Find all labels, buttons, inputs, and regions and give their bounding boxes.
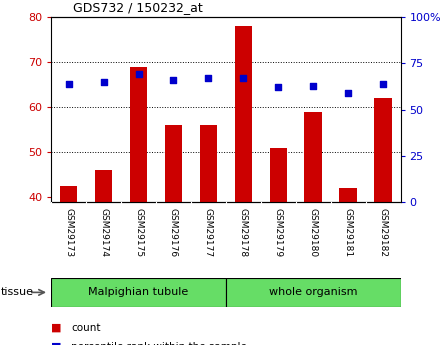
Text: GSM29173: GSM29173 (64, 208, 73, 257)
Point (380, 81, 387, 87)
Text: GSM29181: GSM29181 (344, 208, 352, 257)
Point (100, 79, 107, 85)
Bar (235, 26, 252, 202)
Text: GSM29177: GSM29177 (204, 208, 213, 257)
Point (240, 76, 247, 81)
Point (275, 85, 282, 90)
Bar (270, 148, 287, 202)
Text: percentile rank within the sample: percentile rank within the sample (71, 342, 247, 345)
Point (344, 90, 352, 96)
Bar (130, 67, 147, 202)
Text: GSM29176: GSM29176 (169, 208, 178, 257)
Bar (60, 186, 77, 202)
Point (135, 72, 142, 77)
Text: GSM29174: GSM29174 (99, 208, 108, 257)
Text: GDS732 / 150232_at: GDS732 / 150232_at (73, 1, 203, 14)
Bar (200, 125, 217, 202)
Point (65, 81, 72, 87)
Text: ■: ■ (51, 323, 62, 333)
Text: GSM29175: GSM29175 (134, 208, 143, 257)
Text: whole organism: whole organism (269, 287, 357, 297)
Text: GSM29180: GSM29180 (309, 208, 318, 257)
Point (170, 77, 177, 83)
Bar (165, 125, 182, 202)
Text: ■: ■ (51, 342, 62, 345)
Text: GSM29178: GSM29178 (239, 208, 248, 257)
Point (205, 76, 212, 81)
Text: GSM29179: GSM29179 (274, 208, 283, 257)
Bar (95, 170, 112, 202)
Bar (374, 98, 392, 202)
Text: count: count (71, 323, 101, 333)
Text: tissue: tissue (0, 287, 33, 297)
Text: Malpighian tubule: Malpighian tubule (89, 287, 189, 297)
Bar (340, 188, 357, 202)
Bar (51, 278, 226, 307)
Text: GSM29182: GSM29182 (379, 208, 388, 257)
Point (310, 83, 317, 88)
Bar (226, 278, 400, 307)
Bar (304, 112, 322, 202)
